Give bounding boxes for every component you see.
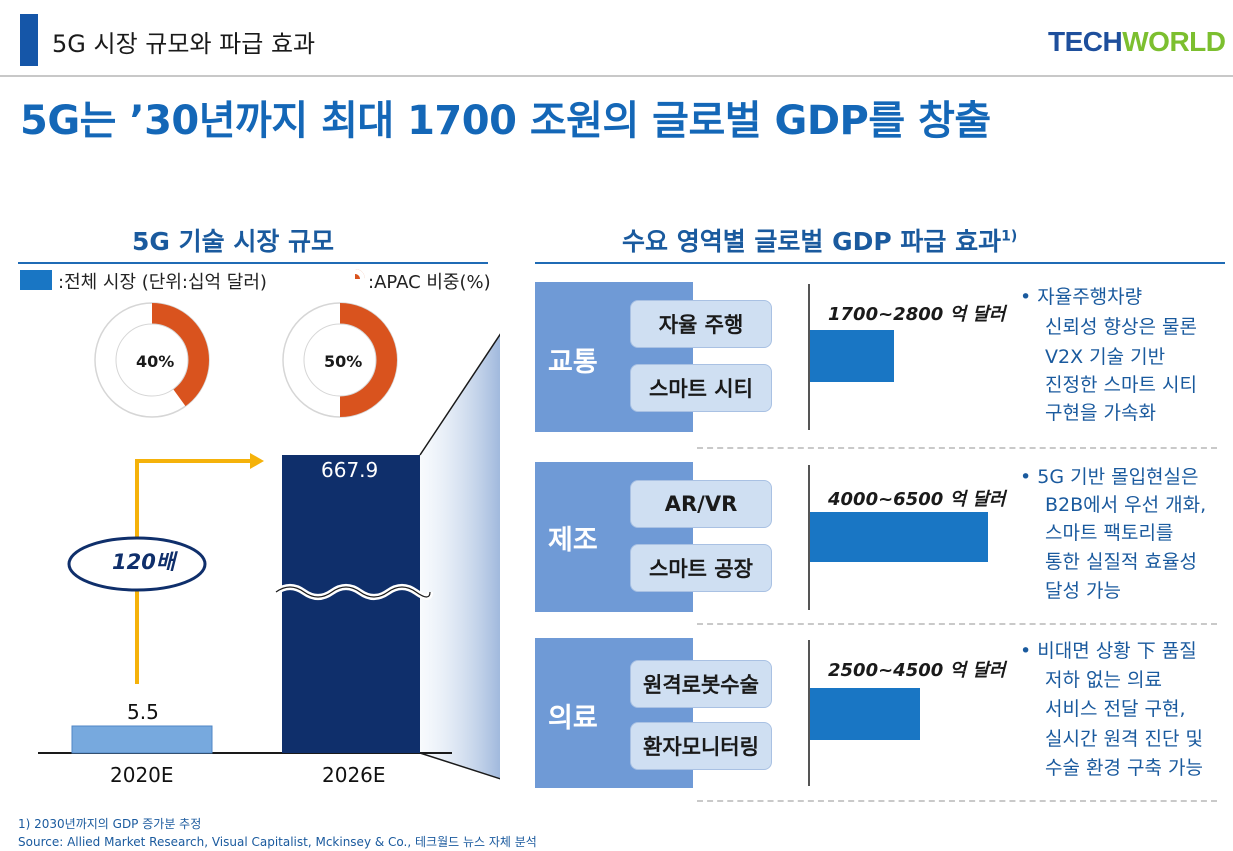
gdp-axis-healthcare xyxy=(808,640,810,786)
bullet-healthcare-1: • 비대면 상황 下 품질 xyxy=(1020,640,1197,662)
donut-hole-2020E xyxy=(115,323,189,397)
bullet-healthcare-3: 서비스 전달 구현, xyxy=(1045,698,1186,720)
gdp-range-healthcare: 2500~4500 억 달러 xyxy=(828,660,1006,681)
axis-break-line xyxy=(275,586,431,598)
bullet-healthcare-2: 저하 없는 의료 xyxy=(1045,669,1162,691)
legend-market-swatch xyxy=(20,270,52,290)
bullet-transport-4: 진정한 스마트 시티 xyxy=(1045,374,1197,396)
year-label-2026: 2026E xyxy=(322,763,386,787)
donut-label-2020: 40% xyxy=(136,352,175,371)
donut-apac-slice-2026E xyxy=(340,303,397,417)
projection-line-bottom xyxy=(419,752,500,780)
growth-arrow-line xyxy=(135,459,250,684)
gdp-axis-manufacturing xyxy=(808,465,810,610)
header-divider xyxy=(0,75,1233,77)
year-label-2020: 2020E xyxy=(110,763,174,787)
legend-apac-label: :APAC 비중(%) xyxy=(368,272,491,293)
right-panel-title: 수요 영역별 글로벌 GDP 파급 효과1) xyxy=(622,222,1017,258)
logo-tech-text: TECH xyxy=(1048,26,1123,57)
section-title: 5G 시장 규모와 파급 효과 xyxy=(52,30,316,58)
logo-world-text: WORLD xyxy=(1122,26,1226,57)
gdp-bar-transport xyxy=(810,330,894,382)
market-size-chart xyxy=(38,302,500,780)
gdp-range-manufacturing: 4000~6500 억 달러 xyxy=(828,489,1006,510)
projection-line-top xyxy=(419,333,500,456)
divider-1 xyxy=(697,447,1217,449)
item-remote-robotic-surgery: 원격로봇수술 xyxy=(630,660,772,708)
category-label-manufacturing: 제조 xyxy=(548,525,598,556)
category-label-healthcare: 의료 xyxy=(548,703,598,734)
divider-2 xyxy=(697,623,1217,625)
item-ar-vr: AR/VR xyxy=(630,480,772,528)
gdp-bar-manufacturing xyxy=(810,512,988,562)
bullet-healthcare-4: 실시간 원격 진단 및 xyxy=(1045,728,1203,750)
source-note: Source: Allied Market Research, Visual C… xyxy=(18,835,537,849)
techworld-logo: TECHWORLD xyxy=(1048,26,1226,58)
gdp-range-transport: 1700~2800 억 달러 xyxy=(828,304,1006,325)
bullet-transport-3: V2X 기술 기반 xyxy=(1045,346,1166,368)
item-smart-city: 스마트 시티 xyxy=(630,364,772,412)
left-panel-title: 5G 기술 시장 규모 xyxy=(132,227,335,256)
legend-market-label: :전체 시장 (단위:십억 달러) xyxy=(58,272,267,293)
right-panel-title-text: 수요 영역별 글로벌 GDP 파급 효과 xyxy=(622,227,1002,256)
footnote: 1) 2030년까지의 GDP 증가분 추정 xyxy=(18,817,202,831)
donut-hole-2026E xyxy=(303,323,377,397)
divider-3 xyxy=(697,800,1217,802)
right-panel-title-footnote: 1) xyxy=(1001,228,1018,245)
bar-2026 xyxy=(282,455,420,753)
category-label-transport: 교통 xyxy=(548,347,598,378)
section-accent-bar xyxy=(20,14,38,66)
bullet-healthcare-5: 수술 환경 구축 가능 xyxy=(1045,757,1203,779)
page-headline: 5G는 ’30년까지 최대 1700 조원의 글로벌 GDP를 창출 xyxy=(20,98,991,144)
legend-apac-swatch xyxy=(347,269,365,289)
right-panel-rule xyxy=(535,262,1225,264)
bullet-transport-5: 구현을 가속화 xyxy=(1045,402,1156,424)
bullet-manufacturing-4: 통한 실질적 효율성 xyxy=(1045,551,1197,573)
bullet-manufacturing-2: B2B에서 우선 개화, xyxy=(1045,494,1207,516)
donut-apac-slice-2020E xyxy=(152,303,209,407)
bullet-manufacturing-1: • 5G 기반 몰입현실은 xyxy=(1020,466,1199,488)
bullet-manufacturing-5: 달성 가능 xyxy=(1045,580,1121,602)
gdp-axis-transport xyxy=(808,284,810,430)
item-smart-factory: 스마트 공장 xyxy=(630,544,772,592)
item-patient-monitoring: 환자모니터링 xyxy=(630,722,772,770)
multiplier-ellipse xyxy=(67,536,207,592)
bar-2020 xyxy=(71,725,213,754)
donut-label-2026: 50% xyxy=(324,352,363,371)
growth-arrow-head xyxy=(250,453,264,469)
bullet-transport-2: 신뢰성 향상은 물론 xyxy=(1045,316,1197,338)
gdp-bar-healthcare xyxy=(810,688,920,740)
left-panel-rule xyxy=(18,262,488,264)
multiplier-label: 120배 xyxy=(112,550,176,574)
bar-value-2026: 667.9 xyxy=(321,458,379,482)
projection-fan xyxy=(420,334,500,779)
bullet-manufacturing-3: 스마트 팩토리를 xyxy=(1045,522,1174,544)
bar-value-2020: 5.5 xyxy=(127,700,159,724)
item-autonomous-driving: 자율 주행 xyxy=(630,300,772,348)
bullet-transport-1: • 자율주행차량 xyxy=(1020,286,1143,308)
